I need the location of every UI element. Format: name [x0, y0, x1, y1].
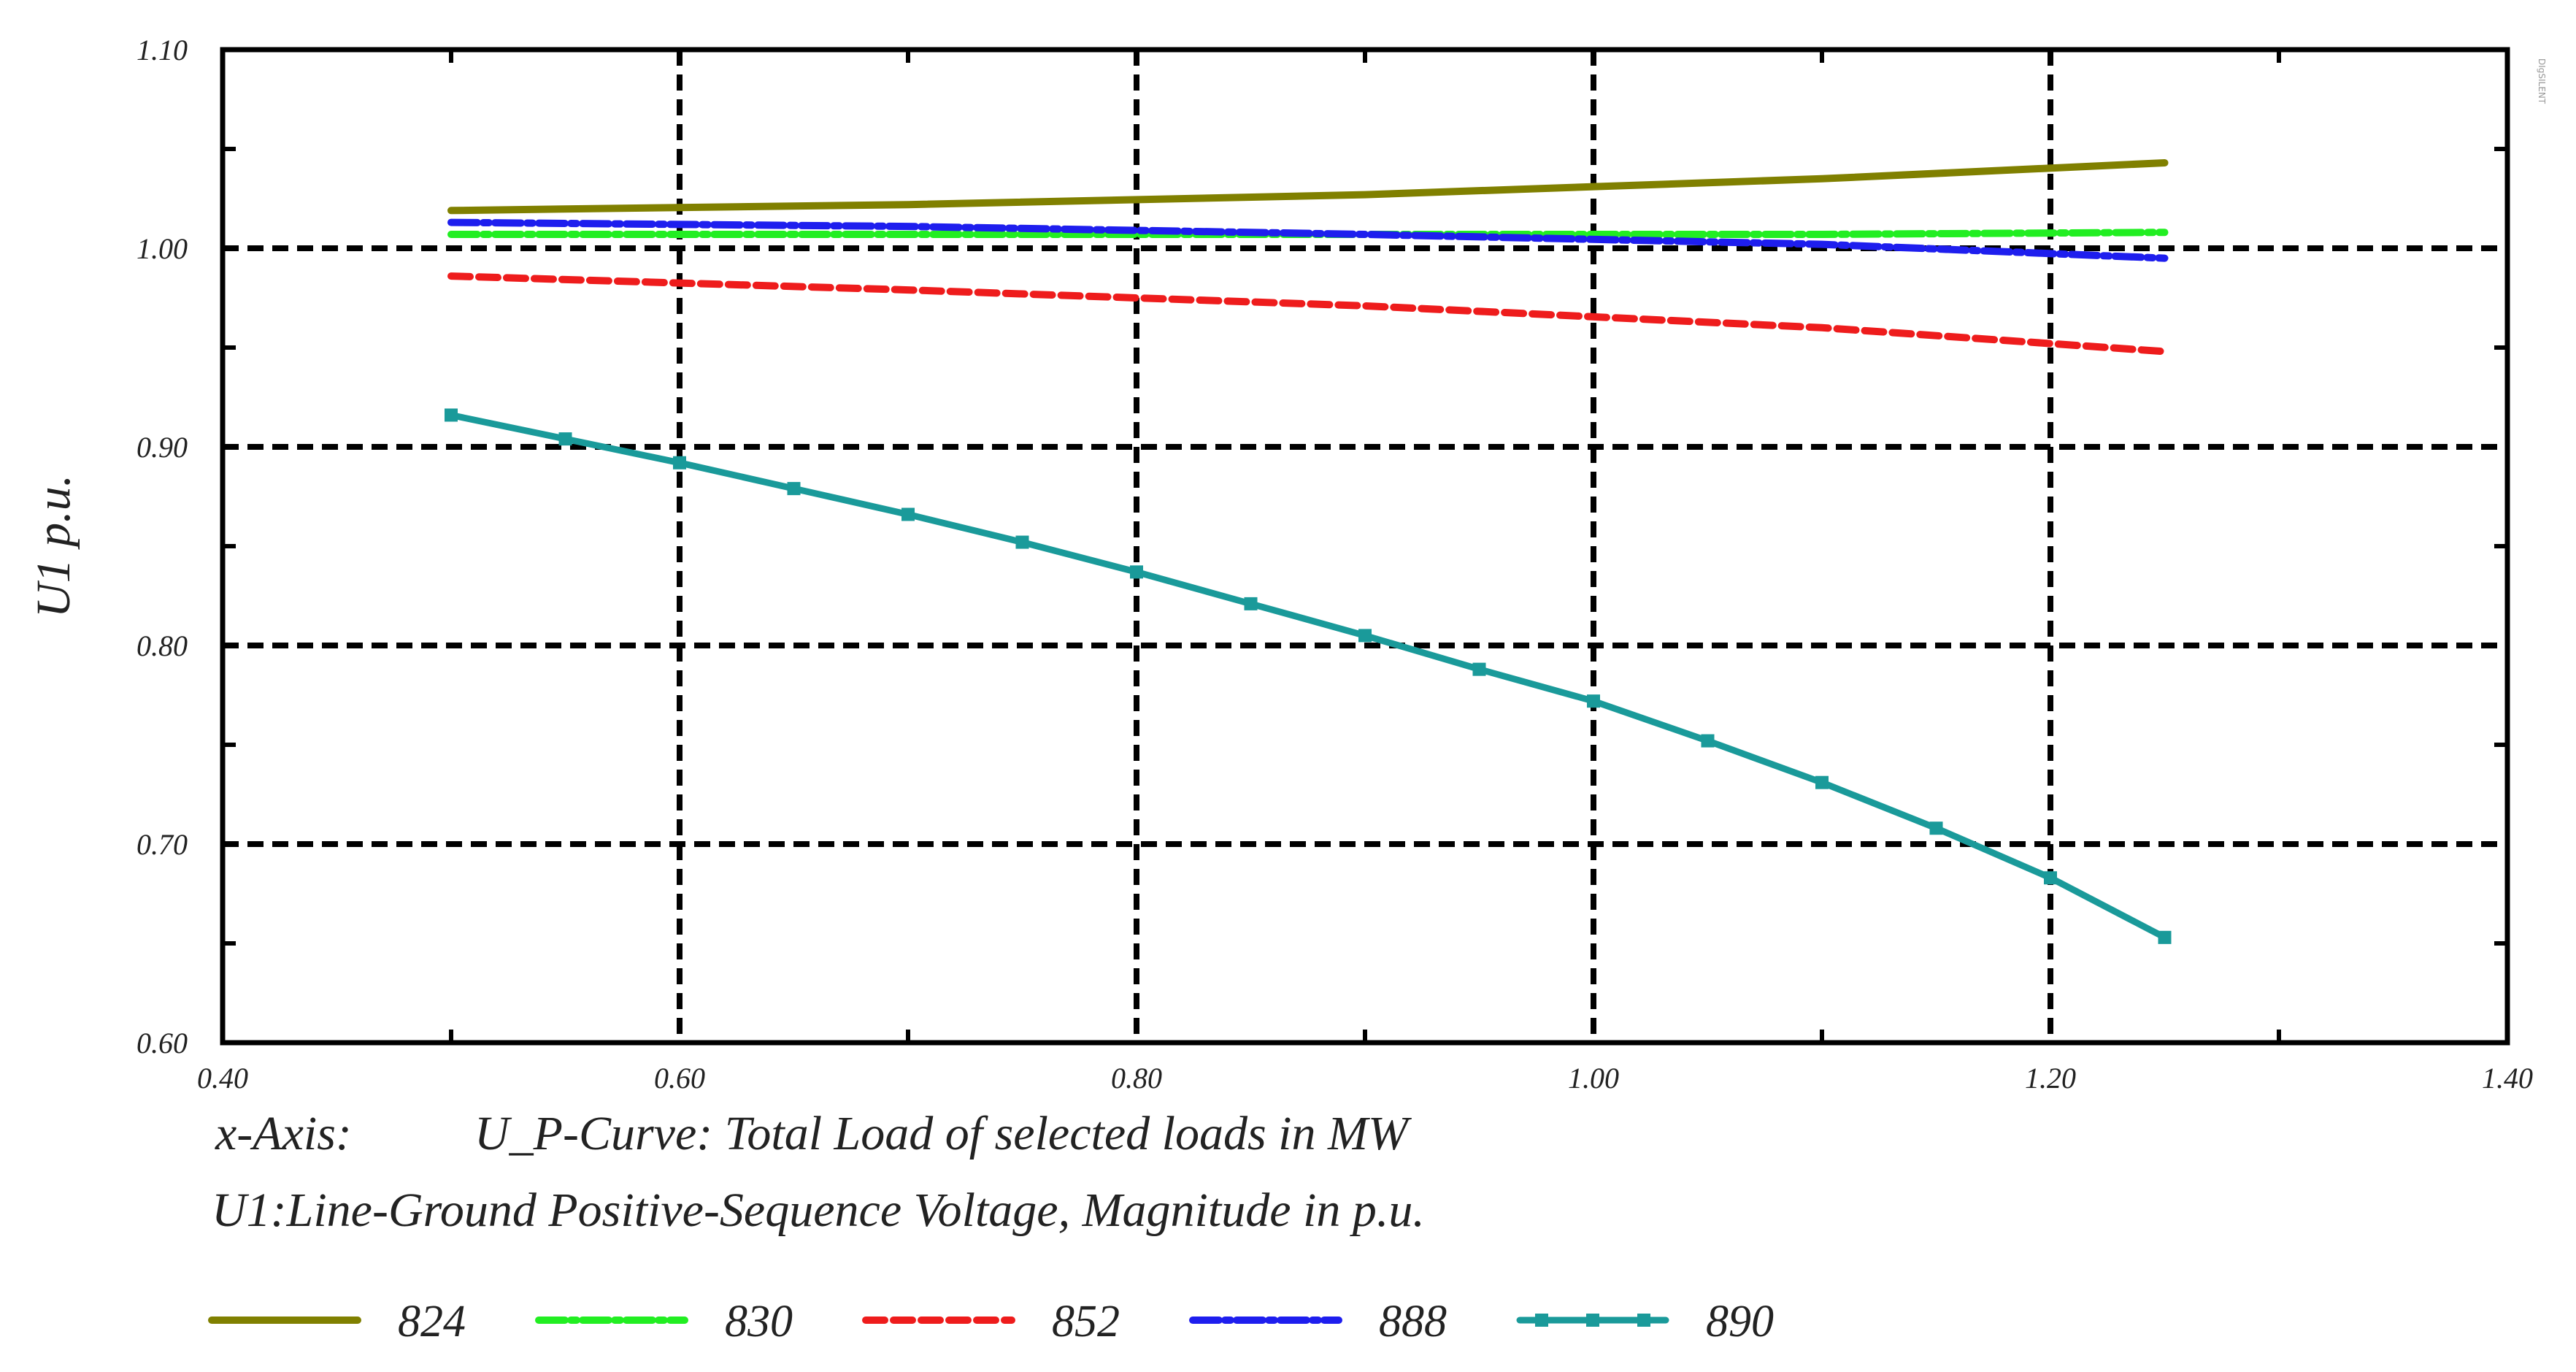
series-point-890 [901, 507, 915, 521]
series-point-890 [445, 408, 458, 422]
series-point-890 [1701, 734, 1715, 748]
y-tick-label: 0.80 [137, 629, 188, 662]
series-line-852 [447, 272, 2169, 356]
series-point-890 [2044, 871, 2057, 885]
series-point-890 [1015, 535, 1029, 549]
series-point-890 [1929, 821, 1943, 835]
legend-label-888: 888 [1379, 1297, 1447, 1346]
series-point-890 [673, 456, 686, 470]
x-axis-label: U_P-Curve: Total Load of selected loads … [474, 1107, 1408, 1160]
plot-area [223, 50, 2507, 1043]
series-line-890 [447, 412, 2168, 941]
legend: 824 830 852 888 890 [208, 1297, 1774, 1346]
x-tick-labels: 0.40 0.60 0.80 1.00 1.20 1.40 [197, 1062, 2533, 1095]
legend-label-852: 852 [1052, 1297, 1120, 1346]
y-axis-label: U1 p.u. [27, 475, 80, 618]
series-line-824 [447, 159, 2169, 215]
legend-label-890: 890 [1706, 1297, 1774, 1346]
y-tick-label: 1.10 [137, 34, 188, 66]
series-group [445, 159, 2172, 944]
y-tick-label: 0.60 [137, 1027, 188, 1059]
series-point-890 [1815, 775, 1829, 789]
y-tick-label: 1.00 [137, 232, 188, 265]
series-point-890 [1130, 565, 1143, 579]
x-tick-label: 1.00 [1568, 1062, 1619, 1095]
legend-label-824: 824 [398, 1297, 466, 1346]
series-point-890 [787, 482, 801, 496]
side-label: DIgSILENT [2537, 58, 2547, 104]
plot-frame [220, 47, 2510, 1046]
x-tick-label: 0.60 [654, 1062, 705, 1095]
legend-marker-890 [1637, 1314, 1650, 1327]
series-point-890 [558, 432, 572, 446]
y-tick-label: 0.90 [137, 431, 188, 464]
x-tick-label: 1.40 [2482, 1062, 2533, 1095]
y-tick-label: 0.70 [137, 828, 188, 861]
y-description: U1:Line-Ground Positive-Sequence Voltage… [212, 1184, 1425, 1237]
x-tick-label: 0.40 [197, 1062, 248, 1095]
legend-label-830: 830 [725, 1297, 793, 1346]
series-point-890 [1244, 597, 1258, 610]
series-point-890 [1587, 694, 1600, 708]
legend-marker-890 [1586, 1314, 1599, 1327]
x-tick-label: 1.20 [2025, 1062, 2076, 1095]
x-axis-caption: x-Axis: [215, 1107, 352, 1160]
legend-marker-890 [1535, 1314, 1548, 1327]
series-line-888 [447, 218, 2169, 262]
series-point-890 [2158, 930, 2172, 944]
x-tick-label: 0.80 [1111, 1062, 1162, 1095]
series-point-890 [1358, 629, 1372, 643]
y-tick-labels: 0.60 0.70 0.80 0.90 1.00 1.10 [137, 34, 188, 1059]
series-point-890 [1472, 662, 1486, 676]
